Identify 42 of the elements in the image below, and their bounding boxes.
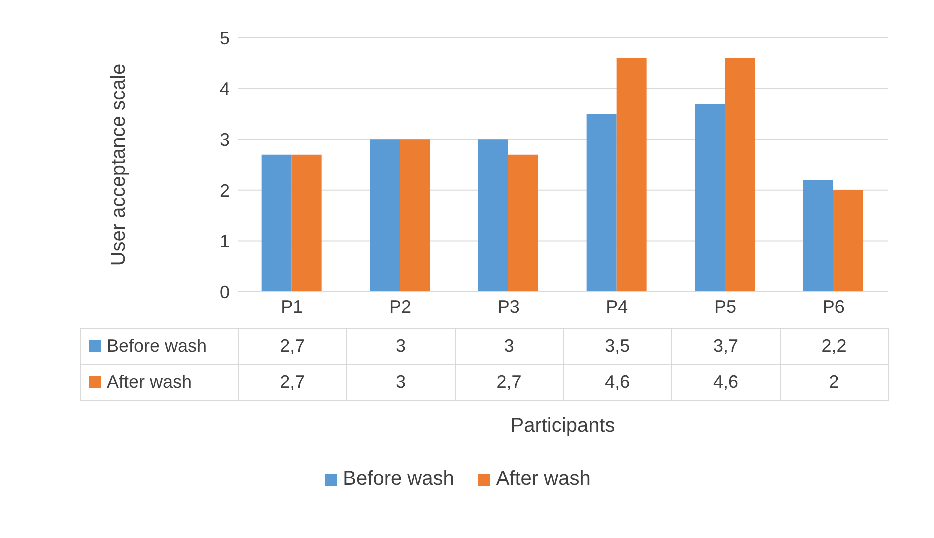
text: Before wash — [343, 468, 454, 490]
data-label: 3 — [455, 328, 564, 364]
data-label: 2,7 — [238, 328, 347, 364]
bar — [804, 180, 834, 292]
data-label: 2 — [780, 364, 888, 400]
y-tick-label: 3 — [220, 130, 230, 150]
legend-label: After wash — [80, 364, 238, 400]
x-axis-title: Participants — [510, 415, 616, 438]
x-tick-label: P6 — [822, 296, 845, 317]
bar — [725, 58, 756, 292]
y-tick-label: 5 — [220, 28, 230, 48]
data-label: 3,7 — [672, 328, 780, 364]
bar — [586, 114, 617, 292]
bar — [262, 154, 292, 292]
bar — [478, 140, 508, 292]
bar — [508, 154, 538, 292]
bar — [400, 140, 430, 292]
bar — [616, 58, 647, 292]
text: After wash — [496, 468, 591, 490]
x-tick-label: P4 — [606, 296, 628, 317]
data-label: 3 — [346, 328, 456, 364]
x-tick-label: P1 — [281, 296, 304, 317]
y-axis-title: User acceptance scale — [108, 64, 130, 266]
y-tick-label: 1 — [220, 232, 230, 252]
data-label: 2,7 — [238, 364, 347, 400]
y-tick-label: 0 — [220, 282, 230, 302]
bar — [834, 190, 864, 292]
data-label: 2,7 — [455, 364, 564, 400]
bar — [695, 104, 726, 292]
data-label: 4,6 — [672, 364, 780, 400]
bar — [370, 140, 400, 292]
y-tick-label: 2 — [220, 180, 230, 201]
x-tick-label: P2 — [389, 296, 412, 317]
bar — [292, 154, 322, 292]
x-tick-label: P5 — [714, 296, 737, 317]
data-label: 4,6 — [563, 364, 672, 400]
data-label: 2,2 — [780, 328, 888, 364]
y-tick-label: 4 — [220, 79, 230, 100]
x-tick-label: P3 — [498, 296, 520, 317]
data-label: 3 — [346, 364, 456, 400]
data-label: 3,5 — [563, 328, 672, 364]
legend-label: Before wash — [80, 328, 238, 364]
